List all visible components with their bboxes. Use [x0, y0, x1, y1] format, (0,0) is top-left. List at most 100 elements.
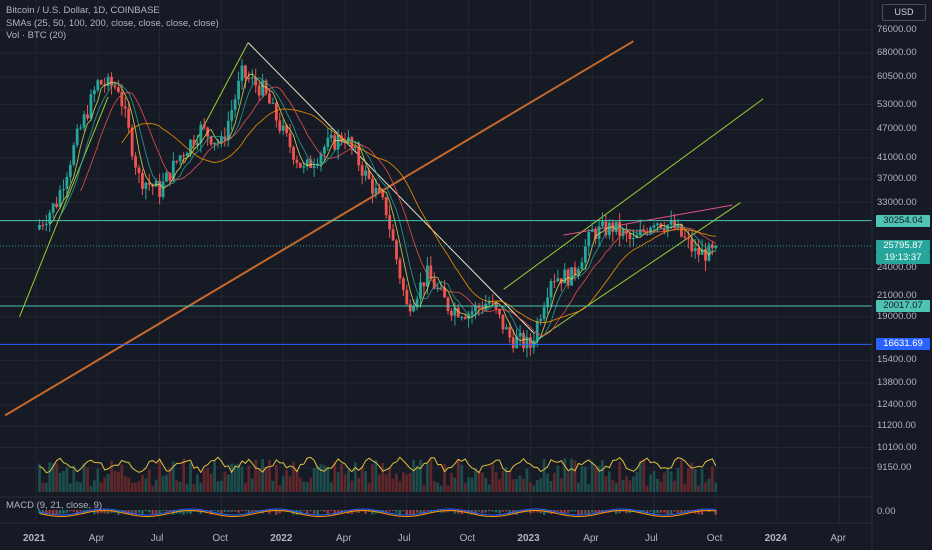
candle-body: [494, 302, 498, 310]
sma-indicator-label[interactable]: SMAs (25, 50, 100, 200, close, close, cl…: [6, 17, 219, 29]
symbol-title[interactable]: Bitcoin / U.S. Dollar, 1D, COINBASE: [6, 5, 160, 16]
volume-bar: [656, 479, 659, 492]
volume-bar: [487, 484, 491, 492]
macd-histogram-bar: [336, 510, 340, 514]
macd-indicator-label[interactable]: MACD (9, 21, close, 9): [6, 500, 103, 511]
price-level-tag[interactable]: 30254.04: [876, 214, 930, 227]
candle-body: [470, 311, 474, 315]
volume-bar: [559, 478, 563, 492]
candle-body: [443, 287, 446, 298]
candle-body: [463, 317, 467, 319]
candle-body: [92, 90, 96, 95]
volume-bar: [686, 468, 690, 492]
candle-body: [525, 337, 529, 349]
candle-body: [55, 203, 58, 207]
volume-bar: [302, 481, 306, 492]
volume-bar: [92, 480, 96, 492]
volume-bar: [312, 468, 316, 492]
candle-body: [587, 231, 591, 247]
candle-body: [638, 229, 642, 236]
time-tick-label: Jul: [645, 533, 658, 544]
volume-bar: [546, 473, 549, 492]
trendline-orange[interactable]: [4, 40, 634, 417]
candle-body: [384, 197, 388, 216]
volume-bar: [446, 485, 450, 492]
time-tick-label: Oct: [459, 533, 476, 544]
volume-bar: [281, 476, 285, 492]
volume-bar: [82, 463, 86, 492]
macd-histogram-bar: [422, 510, 426, 515]
candle-body: [662, 228, 666, 232]
volume-bar: [86, 467, 89, 492]
volume-bar: [649, 474, 652, 492]
channel-lower[interactable]: [538, 202, 741, 340]
sma-line: [49, 73, 716, 345]
macd-histogram-bar: [62, 510, 65, 514]
candle-body: [38, 224, 41, 230]
macd-histogram-bar: [481, 510, 484, 513]
volume-bar: [151, 485, 155, 492]
macd-histogram-bar: [110, 510, 113, 513]
price-level-tag[interactable]: 20017.07: [876, 300, 930, 313]
trendline-green[interactable]: [19, 96, 109, 318]
volume-bar: [405, 474, 409, 492]
macd-histogram-bar: [663, 510, 666, 513]
candle-body: [350, 137, 354, 148]
volume-bar: [65, 467, 69, 492]
macd-histogram-bar: [673, 510, 676, 512]
candle-body: [546, 297, 549, 308]
candle-body: [171, 160, 175, 181]
macd-histogram-bar: [446, 510, 450, 513]
candle-body: [618, 221, 622, 236]
volume-bar: [498, 479, 501, 492]
volume-bar: [693, 469, 697, 492]
candle-body: [154, 180, 158, 187]
volume-bar: [161, 476, 165, 492]
volume-bar: [504, 467, 508, 492]
candle-body: [474, 305, 477, 312]
volume-bar: [594, 466, 598, 492]
price-tick-label: 21000.00: [877, 290, 917, 302]
volume-bar: [426, 462, 429, 492]
macd-histogram-bar: [309, 510, 312, 512]
price-level-tag[interactable]: 16631.69: [876, 338, 930, 351]
macd-histogram-bar: [618, 510, 621, 514]
volume-bar: [41, 482, 45, 492]
macd-histogram-bar: [532, 510, 536, 513]
channel-upper[interactable]: [503, 98, 764, 290]
price-tick-label: 24000.00: [877, 262, 917, 274]
macd-histogram-bar: [161, 510, 165, 512]
macd-histogram-bar: [652, 510, 656, 515]
candle-body: [484, 303, 488, 310]
volume-bar: [250, 478, 254, 492]
trendline-white[interactable]: [247, 42, 535, 335]
candle-body: [401, 278, 405, 290]
volume-indicator-label[interactable]: Vol · BTC (20): [6, 30, 67, 41]
currency-button[interactable]: USD: [882, 4, 926, 21]
macd-histogram-bar: [86, 510, 89, 513]
volume-bar: [419, 459, 422, 492]
macd-histogram-bar: [319, 510, 323, 512]
candle-body: [168, 172, 172, 181]
candle-body: [82, 114, 86, 128]
volume-bar: [463, 483, 467, 492]
macd-histogram-bar: [227, 510, 230, 513]
volume-bar: [141, 474, 144, 492]
candle-body: [336, 135, 340, 150]
volume-bar: [556, 465, 560, 492]
macd-histogram-bar: [100, 510, 103, 513]
candle-body: [649, 227, 652, 234]
time-tick-label: Oct: [212, 533, 228, 544]
volume-bar: [295, 470, 299, 492]
candle-body: [601, 221, 604, 227]
candle-body: [41, 224, 45, 226]
price-tick-label: 19000.00: [877, 310, 917, 322]
candle-body: [686, 237, 690, 240]
macd-histogram-bar: [179, 510, 182, 514]
candle-body: [309, 159, 313, 168]
price-level-lines[interactable]: [0, 220, 872, 345]
volume-bar: [480, 472, 484, 492]
volume-bar: [357, 477, 361, 492]
macd-histogram-bar: [474, 510, 477, 515]
